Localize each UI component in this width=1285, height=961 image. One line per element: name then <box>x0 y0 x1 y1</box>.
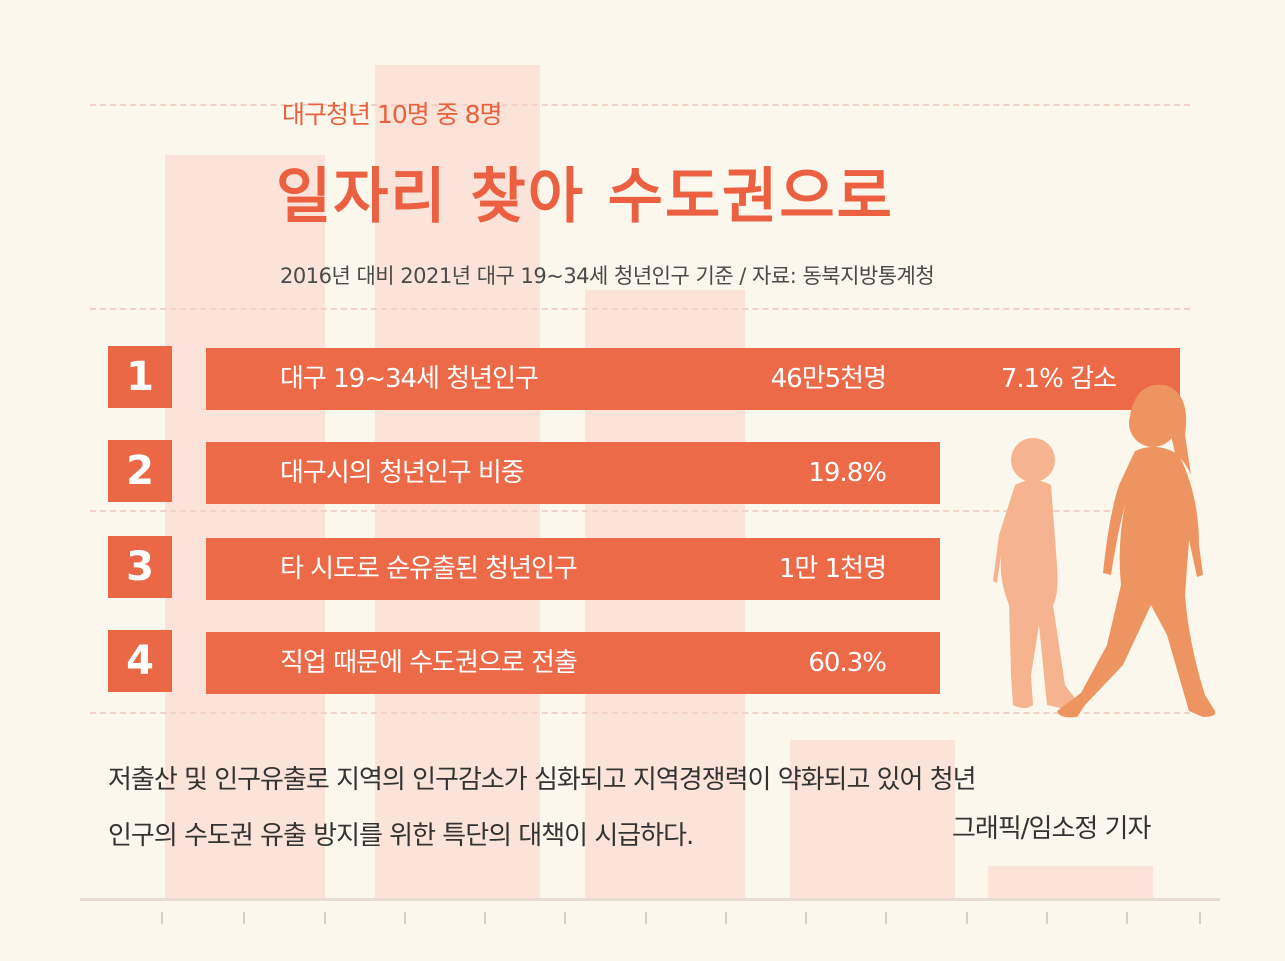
row-bar-1 <box>206 348 1180 410</box>
row-value-2: 19.8% <box>808 458 887 488</box>
tick-mark <box>161 912 163 924</box>
tick-mark <box>324 912 326 924</box>
subtitle: 대구청년 10명 중 8명 <box>282 100 503 129</box>
row-label-1: 대구 19~34세 청년인구 <box>280 364 539 394</box>
grid-line <box>90 510 1190 512</box>
row-value-4: 60.3% <box>808 648 887 678</box>
page-title: 일자리 찾아 수도권으로 <box>276 162 894 232</box>
row-label-2: 대구시의 청년인구 비중 <box>280 458 525 488</box>
row-bar-4 <box>206 632 940 694</box>
body-line-2: 인구의 수도권 유출 방지를 위한 특단의 대책이 시급하다. <box>108 821 694 851</box>
source-note: 2016년 대비 2021년 대구 19~34세 청년인구 기준 / 자료: 동… <box>280 264 935 288</box>
credit: 그래픽/임소정 기자 <box>952 814 1151 844</box>
grid-line <box>90 308 1190 310</box>
tick-mark <box>404 912 406 924</box>
tick-mark <box>1126 912 1128 924</box>
row-number-4: 4 <box>108 630 172 692</box>
tick-mark <box>484 912 486 924</box>
tick-mark <box>1046 912 1048 924</box>
tick-mark <box>645 912 647 924</box>
row-value-1: 46만5천명 <box>770 364 887 394</box>
row-number-1: 1 <box>108 346 172 408</box>
row-number-3: 3 <box>108 536 172 598</box>
tick-mark <box>1199 912 1201 924</box>
background-bar <box>790 740 955 900</box>
row-label-4: 직업 때문에 수도권으로 전출 <box>280 648 578 678</box>
tick-mark <box>243 912 245 924</box>
row-label-3: 타 시도로 순유출된 청년인구 <box>280 554 578 584</box>
tick-mark <box>564 912 566 924</box>
background-bar <box>165 155 325 900</box>
tick-mark <box>885 912 887 924</box>
body-text: 저출산 및 인구유출로 지역의 인구감소가 심화되고 지역경쟁력이 약화되고 있… <box>108 752 1188 864</box>
child-silhouette-icon <box>993 438 1078 709</box>
walking-people-icon <box>993 384 1216 718</box>
row-change-1: 7.1% 감소 <box>1000 364 1117 394</box>
baseline <box>80 898 1220 901</box>
body-line-1: 저출산 및 인구유출로 지역의 인구감소가 심화되고 지역경쟁력이 약화되고 있… <box>108 765 977 795</box>
grid-line <box>90 104 1190 106</box>
row-value-3: 1만 1천명 <box>778 554 887 584</box>
grid-line <box>90 712 1190 714</box>
tick-mark <box>805 912 807 924</box>
tick-mark <box>725 912 727 924</box>
row-number-2: 2 <box>108 440 172 502</box>
adult-silhouette-icon <box>1057 384 1216 718</box>
row-bar-3 <box>206 538 940 600</box>
tick-mark <box>966 912 968 924</box>
background-bar <box>988 866 1153 900</box>
row-bar-2 <box>206 442 940 504</box>
